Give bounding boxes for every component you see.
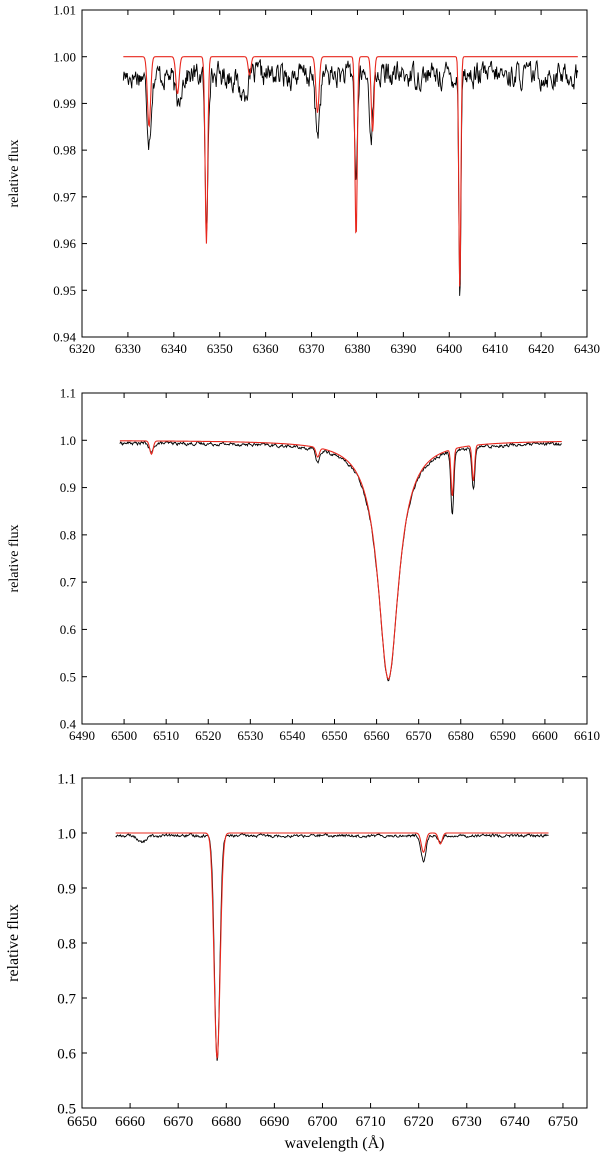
y-tick-label: 0.95 [53,283,76,298]
x-tick-label: 6560 [364,728,390,743]
x-tick-label: 6670 [163,1114,193,1130]
plot-frame [81,9,588,338]
x-tick-label: 6390 [390,341,416,356]
y-axis-label: relative flux [7,139,22,207]
y-axis-label: relative flux [7,524,22,592]
x-tick-label: 6360 [253,341,279,356]
x-tick-label: 6540 [279,728,305,743]
y-tick-label: 1.01 [53,3,76,18]
x-tick-label: 6500 [111,728,137,743]
x-tick-label: 6580 [448,728,474,743]
x-tick-label: 6330 [115,341,141,356]
x-tick-label: 6410 [482,341,508,356]
y-tick-label: 0.94 [53,330,76,345]
y-tick-label: 1.00 [53,49,76,64]
x-tick-label: 6750 [548,1114,578,1130]
y-tick-label: 0.7 [60,575,77,590]
x-tick-label: 6400 [436,341,462,356]
x-tick-label: 6570 [406,728,432,743]
x-tick-label: 6430 [574,341,600,356]
y-tick-label: 0.5 [60,669,76,684]
x-tick-label: 6730 [452,1114,482,1130]
x-tick-label: 6720 [404,1114,434,1130]
x-tick-label: 6700 [307,1114,337,1130]
y-tick-label: 0.6 [60,622,77,637]
x-tick-label: 6340 [161,341,187,356]
x-tick-label: 6680 [211,1114,241,1130]
x-axis-label: wavelength (Å) [285,1134,385,1152]
x-tick-label: 6420 [528,341,554,356]
model-spectrum [119,440,562,680]
panel-1: 6320 6330 6340 6350 6360 6370 6380 6390 6400 6410… [7,3,600,356]
x-tick-label: 6690 [259,1114,289,1130]
y-tick-label: 0.96 [53,236,76,251]
y-tick-label: 0.4 [60,717,77,732]
y-tick-label: 0.9 [57,881,76,897]
model-spectrum [115,832,549,1059]
y-tick-label: 0.97 [53,189,76,204]
x-tick-label: 6520 [195,728,221,743]
y-tick-label: 1.0 [57,826,76,842]
observed-spectrum [115,832,549,1061]
x-tick-label: 6740 [500,1114,530,1130]
y-tick-label: 0.8 [57,936,76,952]
x-tick-label: 6490 [69,728,95,743]
x-tick-label: 6350 [207,341,233,356]
model-spectrum [123,56,578,287]
observed-spectrum [119,440,562,682]
y-tick-label: 0.8 [60,527,76,542]
x-tick-label: 6320 [69,341,95,356]
plot-frame [81,777,588,1109]
observed-spectrum [122,59,579,296]
x-tick-label: 6510 [153,728,179,743]
panel-2: 6490 6500 6510 6520 6530 6540 6550 6560 6570 6580… [7,386,600,743]
y-tick-label: 0.99 [53,96,76,111]
x-tick-label: 6380 [344,341,370,356]
x-tick-label: 6710 [356,1114,386,1130]
x-tick-label: 6650 [67,1114,97,1130]
x-tick-label: 6610 [574,728,600,743]
y-tick-label: 0.5 [57,1101,76,1117]
x-tick-label: 6550 [322,728,348,743]
x-tick-label: 6600 [532,728,558,743]
y-axis-label: relative flux [5,904,22,982]
y-tick-label: 0.98 [53,143,76,158]
y-tick-label: 1.0 [60,433,76,448]
y-tick-label: 1.1 [57,771,76,787]
y-tick-label: 0.7 [57,991,76,1007]
x-tick-label: 6590 [490,728,516,743]
y-tick-label: 0.9 [60,480,76,495]
y-tick-label: 1.1 [60,386,76,401]
y-tick-label: 0.6 [57,1046,76,1062]
panel-3: 6650 6660 6670 6680 6690 6700 6710 6720 6730 6740… [5,771,588,1152]
x-tick-label: 6370 [299,341,325,356]
x-tick-label: 6660 [115,1114,145,1130]
x-tick-label: 6530 [237,728,263,743]
